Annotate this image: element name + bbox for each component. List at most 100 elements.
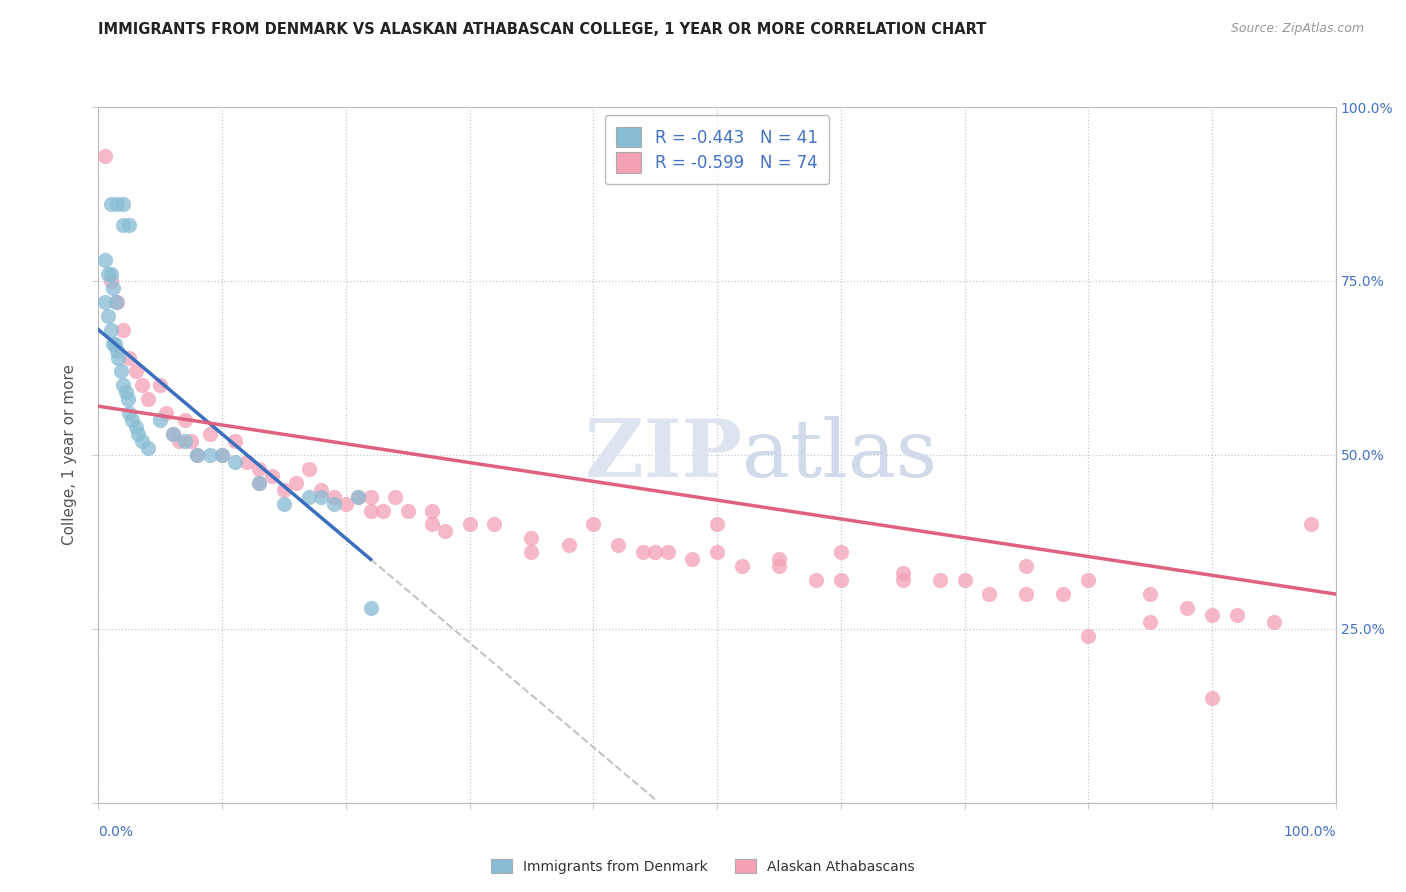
Point [1201, 691, 1223, 706]
Point [768, 559, 790, 574]
Point [273, 483, 295, 497]
Point [309, 490, 332, 504]
Point [298, 462, 321, 476]
Point [953, 573, 976, 587]
Point [186, 448, 208, 462]
Point [93, 253, 115, 268]
Point [384, 490, 406, 504]
Point [224, 434, 246, 448]
Point [136, 441, 159, 455]
Point [118, 406, 141, 420]
Point [236, 455, 259, 469]
Point [322, 497, 344, 511]
Point [131, 434, 153, 448]
Point [285, 475, 308, 490]
Point [309, 483, 332, 497]
Point [211, 448, 233, 462]
Point [174, 413, 197, 427]
Point [211, 448, 233, 462]
Point [224, 455, 246, 469]
Point [117, 392, 139, 407]
Point [121, 413, 143, 427]
Point [433, 524, 456, 539]
Point [706, 545, 728, 559]
Point [112, 323, 135, 337]
Point [360, 601, 382, 615]
Point [105, 197, 128, 211]
Point [979, 587, 1001, 601]
Point [107, 351, 129, 365]
Point [105, 294, 128, 309]
Point [396, 503, 419, 517]
Text: atlas: atlas [742, 416, 936, 494]
Point [247, 462, 270, 476]
Point [124, 420, 146, 434]
Point [1015, 587, 1038, 601]
Point [928, 573, 950, 587]
Point [631, 545, 654, 559]
Point [657, 545, 679, 559]
Point [484, 517, 506, 532]
Point [247, 475, 270, 490]
Point [112, 219, 135, 233]
Point [247, 475, 270, 490]
Point [162, 427, 184, 442]
Point [167, 434, 190, 448]
Point [347, 490, 370, 504]
Text: IMMIGRANTS FROM DENMARK VS ALASKAN ATHABASCAN COLLEGE, 1 YEAR OR MORE CORRELATIO: IMMIGRANTS FROM DENMARK VS ALASKAN ATHAB… [98, 22, 987, 37]
Point [186, 448, 208, 462]
Point [830, 573, 852, 587]
Point [422, 517, 444, 532]
Point [100, 323, 122, 337]
Text: ZIP: ZIP [585, 416, 742, 494]
Point [260, 468, 283, 483]
Point [155, 406, 177, 420]
Point [520, 532, 543, 546]
Point [830, 545, 852, 559]
Point [706, 517, 728, 532]
Point [131, 378, 153, 392]
Point [1201, 607, 1223, 622]
Point [198, 448, 221, 462]
Point [112, 197, 135, 211]
Point [97, 309, 120, 323]
Legend: Immigrants from Denmark, Alaskan Athabascans: Immigrants from Denmark, Alaskan Athabas… [484, 852, 922, 880]
Point [1299, 517, 1322, 532]
Point [198, 427, 221, 442]
Point [360, 503, 382, 517]
Point [97, 267, 120, 281]
Point [644, 545, 666, 559]
Point [557, 538, 579, 552]
Point [1263, 615, 1285, 629]
Legend: R = -0.443   N = 41, R = -0.599   N = 74: R = -0.443 N = 41, R = -0.599 N = 74 [605, 115, 830, 185]
Y-axis label: College, 1 year or more: College, 1 year or more [62, 365, 77, 545]
Point [114, 385, 136, 400]
Point [347, 490, 370, 504]
Point [100, 267, 122, 281]
Text: 0.0%: 0.0% [98, 825, 134, 839]
Point [582, 517, 605, 532]
Point [371, 503, 394, 517]
Point [891, 566, 914, 581]
Point [124, 364, 146, 378]
Point [110, 364, 132, 378]
Point [174, 434, 197, 448]
Point [520, 545, 543, 559]
Point [1139, 587, 1161, 601]
Point [1226, 607, 1249, 622]
Point [162, 427, 184, 442]
Point [322, 490, 344, 504]
Point [1139, 615, 1161, 629]
Point [1077, 573, 1099, 587]
Point [103, 281, 125, 295]
Point [1077, 629, 1099, 643]
Text: 100.0%: 100.0% [1284, 825, 1336, 839]
Point [103, 336, 125, 351]
Point [100, 197, 122, 211]
Point [1175, 601, 1198, 615]
Point [1015, 559, 1038, 574]
Text: Source: ZipAtlas.com: Source: ZipAtlas.com [1230, 22, 1364, 36]
Point [891, 573, 914, 587]
Point [105, 343, 128, 358]
Point [136, 392, 159, 407]
